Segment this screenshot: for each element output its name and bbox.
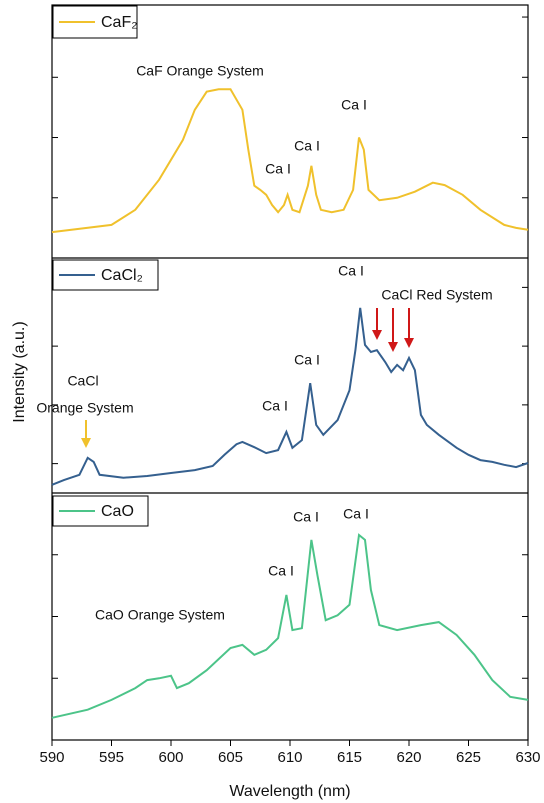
annotation: Ca I	[338, 263, 364, 279]
legend-label: CaF₂	[101, 14, 137, 31]
legend-label: CaO	[101, 503, 134, 520]
x-tick-label: 620	[396, 749, 421, 766]
spectrum-line	[51, 88, 529, 234]
legend-label: CaCl₂	[101, 267, 143, 284]
x-tick-label: 590	[39, 749, 64, 766]
annotation: Ca I	[341, 97, 367, 113]
annotation: Ca I	[343, 506, 369, 522]
spectrum-line	[51, 533, 529, 719]
annotation: CaCl Red System	[381, 287, 492, 303]
annotation: Ca I	[294, 352, 320, 368]
annotation: Orange System	[36, 400, 133, 416]
annotation: CaO Orange System	[95, 607, 225, 623]
x-tick-label: 610	[277, 749, 302, 766]
annotation: CaF Orange System	[136, 63, 264, 79]
annotation: CaCl	[67, 373, 98, 389]
x-tick-label: 595	[99, 749, 124, 766]
x-tick-label: 625	[456, 749, 481, 766]
x-tick-label: 615	[337, 749, 362, 766]
x-tick-label: 605	[218, 749, 243, 766]
y-axis-title: Intensity (a.u.)	[11, 321, 28, 422]
arrows	[81, 308, 414, 448]
plot-frame	[51, 4, 529, 741]
annotation: Ca I	[262, 398, 288, 414]
x-tick-label: 600	[158, 749, 183, 766]
annotation: Ca I	[293, 509, 319, 525]
x-tick-label: 630	[515, 749, 540, 766]
annotation: Ca I	[294, 138, 320, 154]
x-axis-title: Wavelength (nm)	[229, 783, 350, 800]
spectrum-line	[51, 307, 529, 486]
annotation: Ca I	[265, 161, 291, 177]
annotation: Ca I	[268, 563, 294, 579]
